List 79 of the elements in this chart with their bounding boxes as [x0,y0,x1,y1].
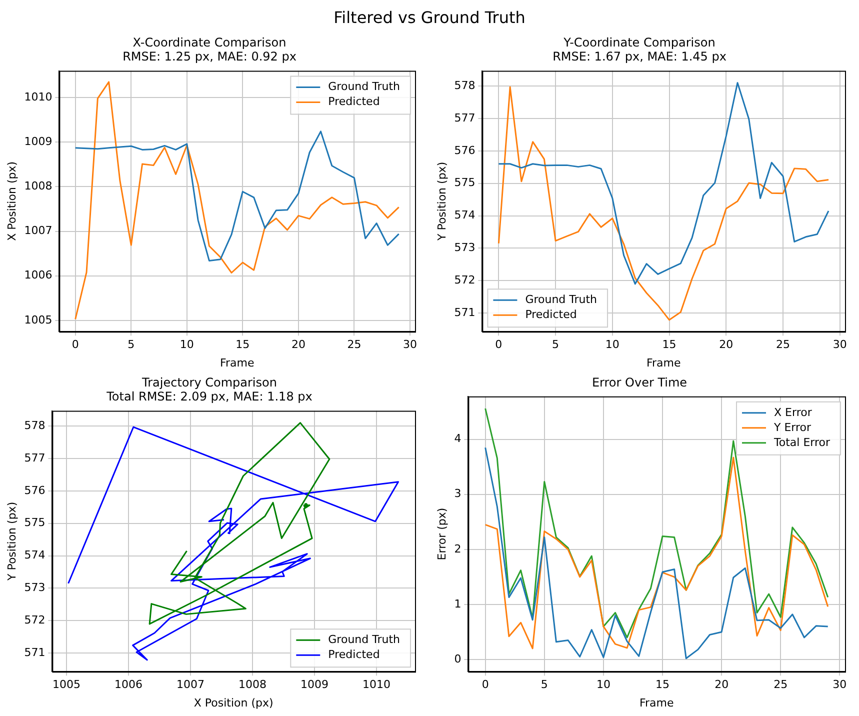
y-tick-label: 571 [24,646,46,659]
x-tick-label: 1009 [300,678,329,692]
chart-title: Trajectory Comparison [141,375,277,390]
y-tick-label: 1010 [24,90,52,104]
x-tick-label: 10 [596,678,610,692]
y-tick-label: 573 [454,241,476,254]
y-tick-label: 578 [24,418,46,432]
x-tick-label: 25 [774,678,788,692]
x-tick-label: 1005 [52,678,80,692]
x-tick-label: 15 [236,338,250,352]
y-axis-title: Y Position (px) [435,162,448,242]
y-axis-title: X Position (px) [5,161,18,241]
y-tick-label: 1 [454,597,462,610]
y-tick-label: 1006 [24,268,52,282]
legend-label: Predicted [328,95,380,108]
x-tick-label: 0 [72,338,79,352]
legend-label: Total Error [773,436,830,449]
x-tick-label: 30 [832,678,847,692]
x-tick-label: 25 [347,338,362,352]
x-axis-title: Frame [639,696,674,710]
legend-label: Ground Truth [328,80,400,94]
x-tick-label: 5 [128,338,135,352]
y-tick-label: 576 [454,144,476,157]
x-tick-label: 20 [714,678,729,692]
x-tick-label: 1006 [114,678,142,692]
y-tick-label: 1007 [24,224,52,238]
x-tick-label: 25 [776,338,790,352]
x-tick-label: 1008 [238,678,267,692]
y-axis-title: Y Position (px) [5,502,18,582]
x-tick-label: 10 [605,338,620,352]
chart-subtitle: RMSE: 1.25 px, MAE: 0.92 px [122,50,296,64]
y-tick-label: 572 [24,614,46,627]
legend-label: Y Error [773,420,812,434]
x-tick-label: 5 [540,678,548,692]
x-tick-label: 1007 [176,678,204,692]
x-tick-label: 30 [832,338,847,352]
legend-label: X Error [774,406,812,419]
x-axis-title: Frame [220,356,254,370]
chart-title: X-Coordinate Comparison [132,35,286,50]
y-tick-label: 574 [454,208,476,222]
y-tick-label: 575 [24,516,46,530]
legend-label: Predicted [328,648,380,661]
y-tick-label: 4 [454,432,462,446]
x-tick-label: 20 [291,338,306,352]
text: Filtered vs Ground Truth [334,8,526,27]
y-tick-label: 573 [24,581,46,594]
x-tick-label: 15 [662,338,676,352]
y-tick-label: 575 [454,176,476,190]
y-tick-label: 577 [24,451,46,464]
chart-title: Error Over Time [592,375,688,390]
y-tick-label: 576 [24,484,46,497]
y-tick-label: 574 [24,548,46,562]
y-tick-label: 577 [454,111,476,124]
x-tick-label: 1010 [362,678,391,692]
x-axis-title: X Position (px) [194,696,274,710]
y-axis-title: Error (px) [435,508,448,560]
y-tick-label: 571 [454,306,476,319]
x-tick-label: 5 [552,338,560,352]
y-tick-label: 1009 [24,134,52,148]
y-tick-label: 1005 [24,313,52,326]
x-tick-label: 10 [180,338,194,352]
y-tick-label: 578 [454,78,476,92]
x-tick-label: 0 [482,678,489,692]
x-tick-label: 30 [402,338,417,352]
legend-label: Ground Truth [328,632,400,646]
x-tick-label: 15 [656,678,670,692]
y-tick-label: 0 [454,652,462,666]
legend-label: Ground Truth [525,292,598,306]
chart-subtitle: Total RMSE: 2.09 px, MAE: 1.18 px [106,390,312,404]
chart-subtitle: RMSE: 1.67 px, MAE: 1.45 px [552,50,726,64]
x-axis-title: Frame [646,356,681,370]
y-tick-label: 2 [454,542,462,556]
legend-label: Predicted [525,308,577,321]
y-tick-label: 3 [454,487,462,500]
chart-title: Y-Coordinate Comparison [562,35,716,50]
x-tick-label: 0 [495,338,502,352]
y-tick-label: 1008 [24,180,52,193]
y-tick-label: 572 [454,274,476,287]
x-tick-label: 20 [719,338,734,352]
